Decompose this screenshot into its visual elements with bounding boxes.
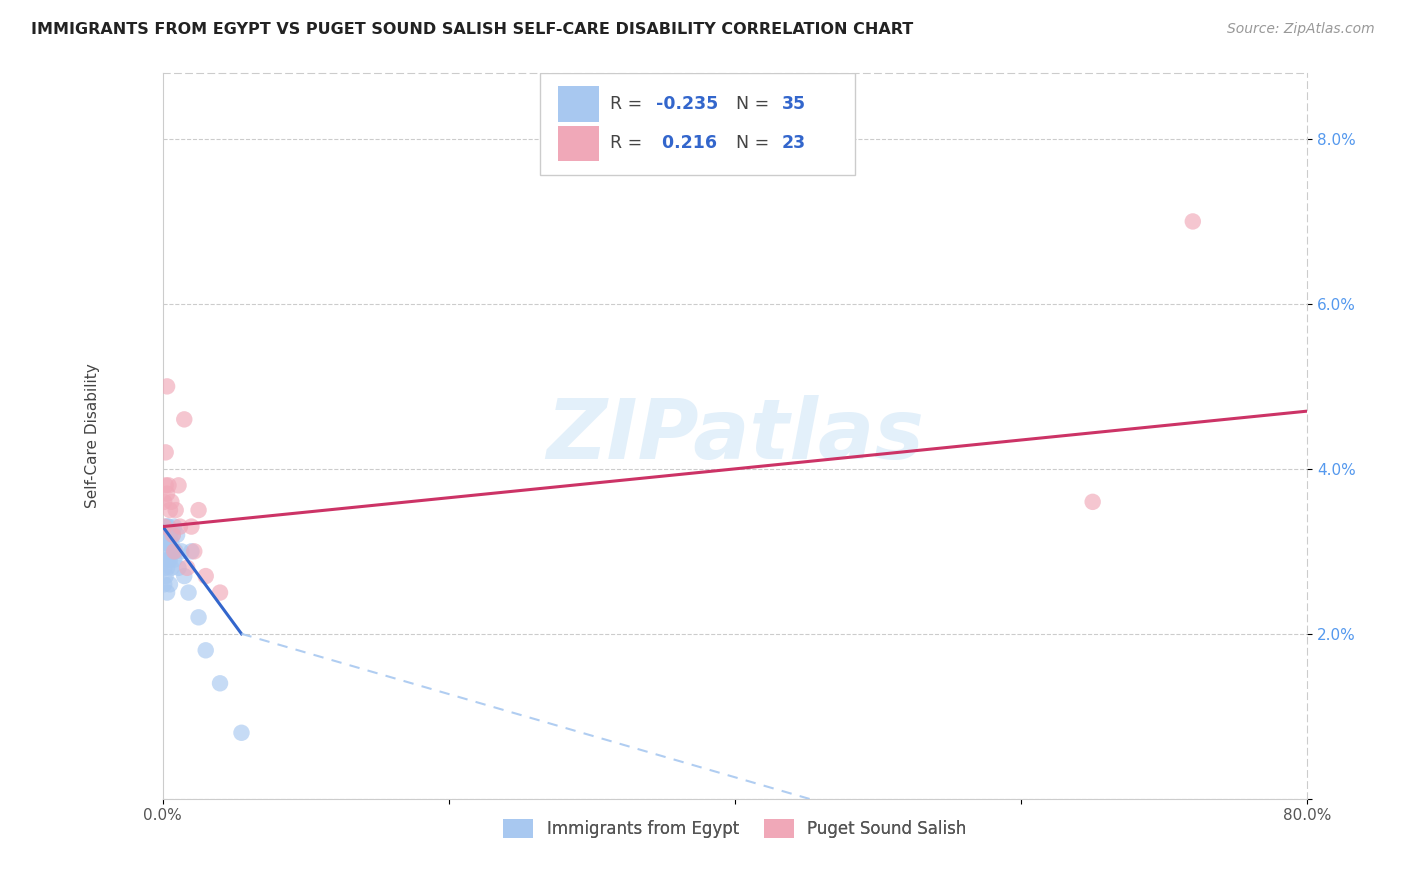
Point — [153, 528, 176, 542]
Point — [153, 519, 176, 533]
Point — [1081, 495, 1104, 509]
Text: N =: N = — [737, 95, 775, 113]
Text: 35: 35 — [782, 95, 806, 113]
Point — [157, 552, 180, 566]
Point — [155, 552, 177, 566]
Point — [180, 519, 202, 533]
Text: N =: N = — [737, 135, 775, 153]
Point — [162, 528, 184, 542]
Point — [1181, 214, 1204, 228]
Point — [187, 503, 209, 517]
Point — [170, 544, 193, 558]
Point — [165, 544, 187, 558]
Point — [153, 561, 176, 575]
Point — [160, 536, 183, 550]
Point — [162, 528, 184, 542]
FancyBboxPatch shape — [540, 73, 855, 175]
Text: -0.235: -0.235 — [657, 95, 718, 113]
Point — [153, 577, 176, 591]
Point — [159, 528, 181, 542]
Legend: Immigrants from Egypt, Puget Sound Salish: Immigrants from Egypt, Puget Sound Salis… — [496, 813, 973, 845]
Point — [157, 519, 180, 533]
Point — [155, 536, 177, 550]
Point — [156, 519, 179, 533]
Point — [173, 412, 195, 426]
Point — [187, 610, 209, 624]
Text: ZIPatlas: ZIPatlas — [546, 395, 924, 476]
Point — [208, 585, 231, 599]
Point — [163, 552, 186, 566]
Point — [165, 503, 187, 517]
Point — [156, 585, 179, 599]
Text: 0.216: 0.216 — [657, 135, 717, 153]
Point — [194, 643, 217, 657]
Point — [167, 478, 190, 492]
Point — [166, 528, 188, 542]
Point — [156, 561, 179, 575]
Point — [156, 379, 179, 393]
Point — [156, 486, 179, 500]
Point — [160, 495, 183, 509]
Point — [155, 569, 177, 583]
Point — [157, 478, 180, 492]
Point — [155, 478, 177, 492]
Point — [155, 519, 177, 533]
Text: 23: 23 — [782, 135, 806, 153]
Point — [159, 577, 181, 591]
FancyBboxPatch shape — [558, 87, 599, 122]
Point — [155, 445, 177, 459]
Text: R =: R = — [610, 95, 648, 113]
Text: R =: R = — [610, 135, 648, 153]
Point — [160, 561, 183, 575]
Point — [157, 536, 180, 550]
Text: Source: ZipAtlas.com: Source: ZipAtlas.com — [1227, 22, 1375, 37]
Point — [153, 495, 176, 509]
Point — [176, 561, 198, 575]
Point — [177, 585, 200, 599]
Point — [162, 544, 184, 558]
Point — [156, 536, 179, 550]
Point — [173, 569, 195, 583]
Point — [167, 561, 190, 575]
Point — [169, 519, 191, 533]
Point — [208, 676, 231, 690]
Point — [180, 544, 202, 558]
FancyBboxPatch shape — [558, 126, 599, 161]
Point — [183, 544, 205, 558]
Point — [194, 569, 217, 583]
Y-axis label: Self-Care Disability: Self-Care Disability — [86, 364, 100, 508]
Point — [163, 544, 186, 558]
Point — [231, 725, 253, 739]
Point — [153, 544, 176, 558]
Point — [159, 503, 181, 517]
Point — [159, 552, 181, 566]
Text: IMMIGRANTS FROM EGYPT VS PUGET SOUND SALISH SELF-CARE DISABILITY CORRELATION CHA: IMMIGRANTS FROM EGYPT VS PUGET SOUND SAL… — [31, 22, 912, 37]
Point — [163, 519, 186, 533]
